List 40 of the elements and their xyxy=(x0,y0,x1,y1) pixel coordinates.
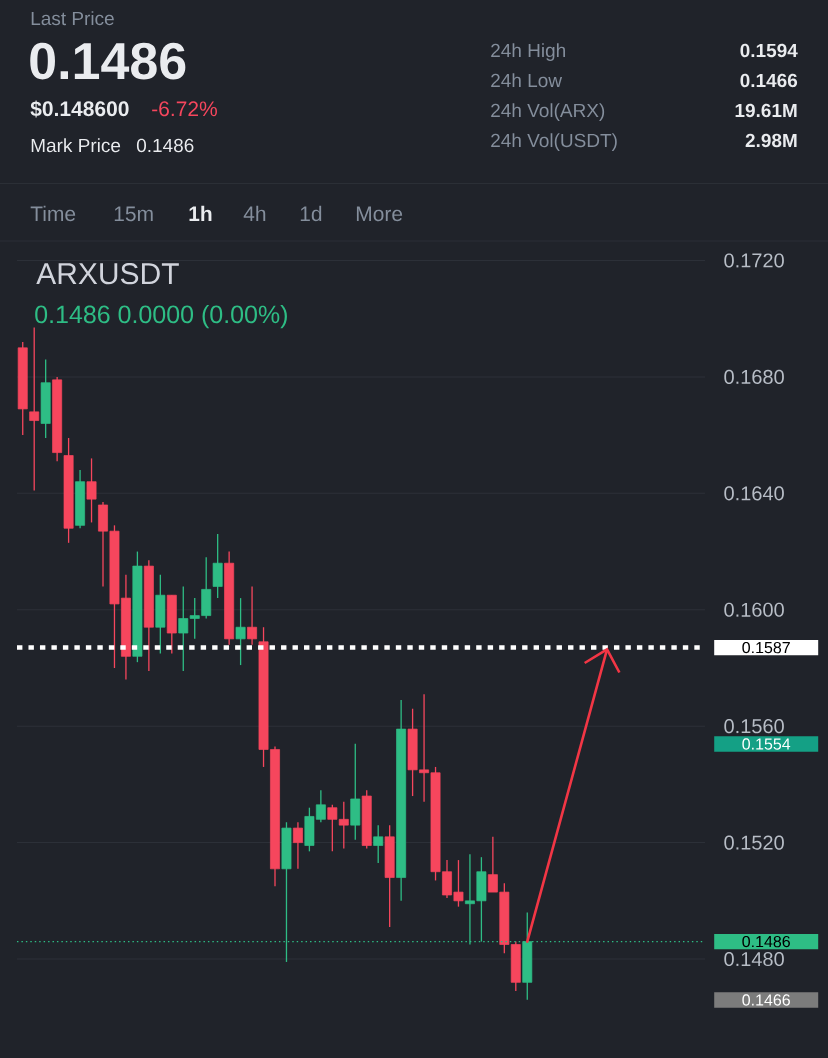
candlestick xyxy=(235,597,246,666)
text: Time xyxy=(30,205,76,222)
text: 0.1486 xyxy=(30,42,186,80)
y-tick-label: 0.1720 xyxy=(724,253,784,268)
text: 24h Vol(USDT) xyxy=(491,133,617,151)
candlestick xyxy=(292,821,303,870)
text: 19.61M xyxy=(735,103,797,118)
candlestick xyxy=(29,326,40,492)
text: $0.148600 xyxy=(30,100,129,118)
candlestick xyxy=(212,533,223,599)
text: 1h xyxy=(189,205,212,222)
y-tick-label: 0.1600 xyxy=(724,602,784,617)
text: ARXUSDT xyxy=(36,263,179,285)
text: 0.1466 xyxy=(742,994,790,1006)
text: 0.1466 xyxy=(740,73,798,88)
text: 24h High xyxy=(491,43,565,61)
ref-line-label: 0.1486 xyxy=(742,935,790,948)
ref-line-label: 0.1587 xyxy=(742,641,790,654)
text: Mark Price xyxy=(31,138,121,153)
y-tick-label: 0.1480 xyxy=(724,951,784,967)
text: -6.72% xyxy=(152,101,217,117)
text: 15m xyxy=(114,206,153,222)
y-tick-label: 0.1640 xyxy=(724,486,784,501)
text: 24h Vol(ARX) xyxy=(491,103,605,121)
text: 2.98M xyxy=(745,133,797,148)
text: 24h Low xyxy=(491,73,563,88)
text: More xyxy=(356,206,403,222)
y-tick-label: 0.1680 xyxy=(724,369,784,384)
text: 1d xyxy=(300,205,322,222)
text: 0.1554 xyxy=(742,738,791,750)
text: 0.1594 xyxy=(740,43,798,58)
candlestick xyxy=(86,457,97,524)
y-tick-label: 0.1520 xyxy=(724,835,784,850)
candlestick xyxy=(373,824,384,864)
text: 4h xyxy=(243,205,266,222)
text: 0.1486 xyxy=(136,138,194,153)
text: Last Price xyxy=(31,11,114,26)
candlestick xyxy=(247,585,257,646)
text: 0.1486 0.0000 (0.00%) xyxy=(35,304,287,329)
y-tick-label: 0.1560 xyxy=(724,719,784,734)
